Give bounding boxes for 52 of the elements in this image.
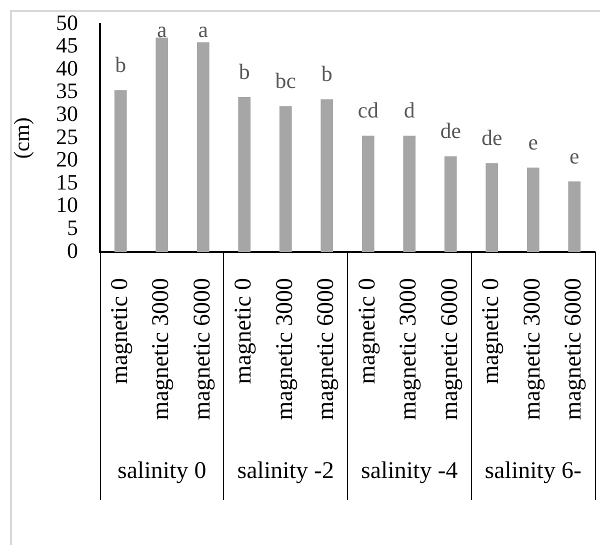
text: salinity -4 [360, 458, 459, 484]
data-label: bc [275, 68, 296, 94]
x-tick-label: magnetic 6000 [313, 278, 340, 420]
y-tick-label: 0 [67, 238, 78, 263]
bar [114, 90, 127, 252]
y-tick-label: 35 [56, 78, 78, 104]
text: salinity -2 [236, 458, 335, 484]
x-tick-label: magnetic 0 [230, 278, 257, 384]
y-tick-label: 30 [56, 100, 78, 126]
x-tick-label: magnetic 3000 [519, 278, 546, 420]
bar [156, 38, 168, 252]
x-tick-label: magnetic 6000 [189, 278, 216, 420]
data-label: b [115, 52, 126, 78]
y-tick-label: 5 [67, 214, 78, 240]
text: salinity 6- [484, 458, 582, 484]
x-tick-label: magnetic 3000 [272, 278, 298, 420]
bar [362, 136, 374, 252]
data-label: b [238, 58, 250, 84]
x-tick-label: magnetic 0 [354, 278, 380, 384]
bar [526, 168, 540, 252]
text: salinity 0 [116, 458, 208, 484]
data-label: cd [358, 98, 379, 123]
bar [568, 181, 581, 252]
bar [279, 106, 292, 252]
data-label: de [481, 125, 502, 150]
bar [320, 99, 334, 252]
bar [238, 96, 251, 252]
x-tick-label: magnetic 6000 [560, 278, 587, 420]
x-tick-label: magnetic 0 [106, 278, 133, 384]
data-label: d [404, 98, 415, 123]
bar [444, 156, 457, 252]
y-tick-label: 40 [56, 55, 78, 80]
data-label: a [198, 17, 208, 42]
y-tick-label: 20 [56, 146, 78, 172]
bar [403, 136, 416, 252]
y-axis-title: (cm) [8, 117, 34, 159]
x-tick-label: magnetic 3000 [396, 278, 422, 420]
data-label: de [440, 118, 462, 144]
bar [196, 42, 210, 252]
y-tick-label: 25 [56, 124, 78, 149]
y-tick-label: 45 [56, 32, 78, 58]
x-tick-label: magnetic 3000 [148, 278, 174, 420]
data-label: a [156, 17, 167, 42]
y-tick-label: 50 [56, 10, 78, 35]
bar [486, 163, 498, 252]
data-label: e [569, 143, 580, 168]
data-label: e [528, 130, 538, 155]
data-label: b [321, 61, 332, 86]
y-tick-label: 10 [56, 192, 78, 218]
y-tick-label: 15 [56, 169, 78, 194]
x-tick-label: magnetic 0 [478, 278, 504, 384]
x-tick-label: magnetic 6000 [436, 278, 463, 420]
